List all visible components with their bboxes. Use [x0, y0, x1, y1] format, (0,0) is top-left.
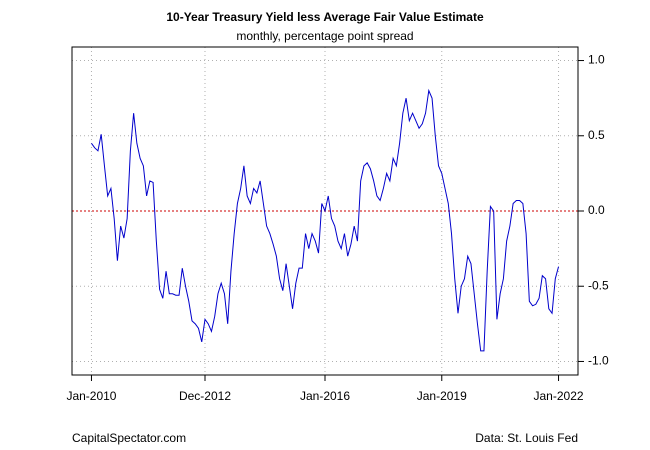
x-tick-label: Jan-2010 [66, 389, 116, 403]
chart-title: 10-Year Treasury Yield less Average Fair… [166, 10, 484, 24]
plot-frame [71, 46, 579, 376]
source-right: Data: St. Louis Fed [475, 431, 578, 445]
y-tick-label: 1.0 [588, 53, 605, 67]
y-tick-label: 0.5 [588, 128, 605, 142]
source-left: CapitalSpectator.com [72, 431, 186, 445]
series-line [91, 88, 560, 352]
y-tick-label: -1.0 [588, 354, 609, 368]
x-tick-label: Dec-2012 [179, 389, 231, 403]
x-tick-label: Jan-2022 [534, 389, 584, 403]
x-tick-label: Jan-2016 [300, 389, 350, 403]
y-tick-label: -0.5 [588, 278, 609, 292]
y-tick-label: 0.0 [588, 203, 605, 217]
chart-subtitle: monthly, percentage point spread [236, 29, 413, 43]
x-tick-label: Jan-2019 [417, 389, 467, 403]
